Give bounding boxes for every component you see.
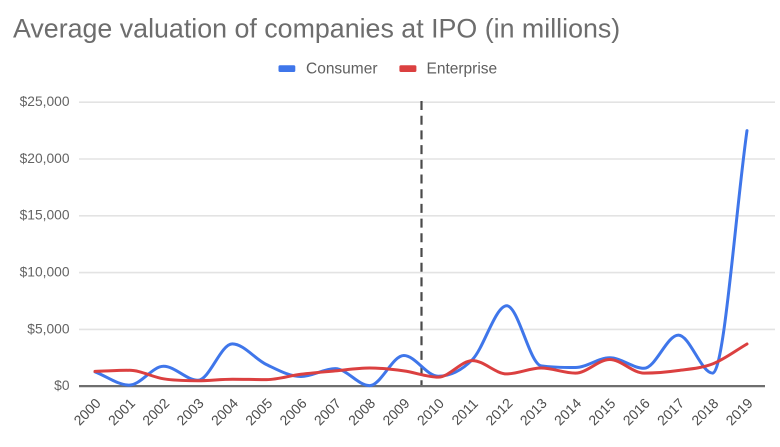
svg-text:Consumer: Consumer bbox=[306, 61, 378, 78]
svg-text:Average valuation of companies: Average valuation of companies at IPO (i… bbox=[13, 14, 620, 44]
svg-text:$0: $0 bbox=[54, 378, 70, 393]
svg-text:$10,000: $10,000 bbox=[20, 265, 70, 280]
svg-text:$25,000: $25,000 bbox=[20, 94, 70, 109]
svg-text:Enterprise: Enterprise bbox=[427, 61, 498, 78]
svg-text:$20,000: $20,000 bbox=[20, 151, 70, 166]
svg-text:$15,000: $15,000 bbox=[20, 208, 70, 223]
svg-text:$5,000: $5,000 bbox=[27, 321, 70, 336]
